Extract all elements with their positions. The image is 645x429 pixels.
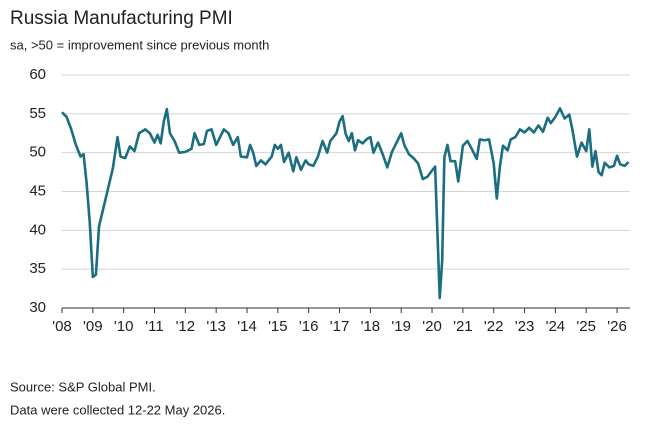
y-tick-label: 45 [29,182,46,199]
x-tick-label: '16 [299,318,319,335]
y-tick-label: 35 [29,260,46,277]
y-tick-label: 50 [29,144,46,161]
x-tick-label: '25 [576,318,596,335]
x-tick-label: '08 [52,318,72,335]
x-tick-label: '19 [391,318,411,335]
x-tick-label: '14 [237,318,257,335]
y-tick-label: 30 [29,299,46,316]
x-tick-label: '17 [330,318,350,335]
source-note: Source: S&P Global PMI. [10,379,156,394]
y-tick-label: 60 [29,66,46,83]
x-tick-label: '20 [422,318,442,335]
x-tick-label: '23 [515,318,535,335]
pmi-line [61,107,630,300]
y-tick-label: 40 [29,221,46,238]
x-tick-label: '21 [453,318,473,335]
x-tick-label: '10 [114,318,134,335]
x-tick-label: '11 [145,318,163,335]
x-tick-label: '09 [83,318,103,335]
chart-subtitle: sa, >50 = improvement since previous mon… [10,37,269,52]
x-tick-label: '12 [176,318,196,335]
chart-title: Russia Manufacturing PMI [10,8,233,29]
x-tick-label: '26 [607,318,627,335]
x-tick-label: '24 [546,318,566,335]
y-tick-label: 55 [29,105,46,122]
x-tick-label: '22 [484,318,504,335]
x-tick-label: '13 [206,318,226,335]
collection-note: Data were collected 12-22 May 2026. [10,402,225,417]
x-tick-label: '15 [268,318,288,335]
x-tick-label: '18 [361,318,381,335]
